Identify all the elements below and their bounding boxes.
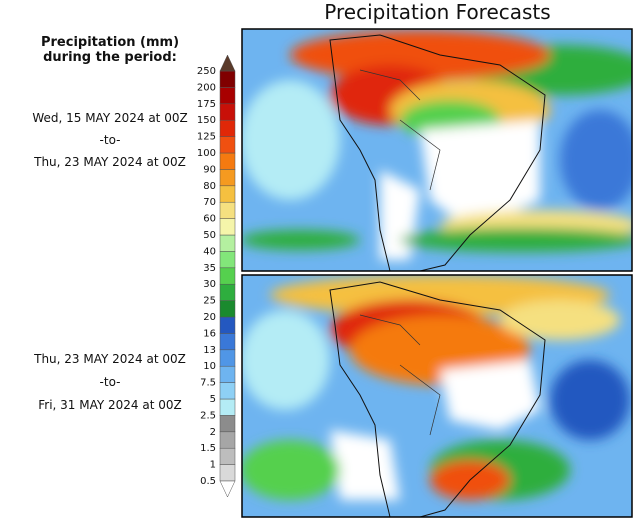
colorbar-label: 60 — [203, 214, 216, 225]
period-sep: -to- — [99, 375, 121, 389]
map-panel — [242, 29, 632, 271]
colorbar-label: 1 — [210, 460, 216, 471]
colorbar-label: 2.5 — [200, 410, 216, 421]
map-panel — [242, 275, 632, 517]
colorbar-segment — [219, 251, 236, 269]
colorbar-segment — [219, 87, 236, 105]
colorbar-label: 100 — [197, 148, 216, 159]
colorbar-label: 150 — [197, 115, 216, 126]
colorbar-label: 20 — [203, 312, 216, 323]
period-start: Thu, 23 MAY 2024 at 00Z — [34, 352, 186, 366]
colorbar-label: 40 — [203, 246, 216, 257]
colorbar-segment — [219, 185, 236, 203]
colorbar-label: 200 — [197, 82, 216, 93]
legend-title: Precipitation (mm) — [40, 35, 180, 50]
colorbar-segment — [219, 333, 236, 351]
colorbar-segment — [219, 415, 236, 433]
colorbar-segment — [219, 267, 236, 285]
title: Precipitation Forecasts — [324, 0, 551, 24]
colorbar-label: 7.5 — [200, 378, 216, 389]
colorbar-segment — [219, 349, 236, 367]
colorbar-over — [219, 54, 236, 72]
colorbar-label: 35 — [203, 263, 216, 274]
colorbar-segment — [219, 103, 236, 121]
colorbar-segment — [219, 70, 236, 88]
colorbar-label: 125 — [197, 132, 216, 143]
period-end: Thu, 23 MAY 2024 at 00Z — [34, 155, 186, 169]
colorbar-label: 30 — [203, 279, 216, 290]
colorbar-label: 16 — [203, 328, 216, 339]
colorbar-label: 5 — [210, 394, 216, 405]
colorbar-label: 90 — [203, 164, 216, 175]
colorbar-label: 175 — [197, 99, 216, 110]
colorbar-label: 13 — [203, 345, 216, 356]
colorbar-label: 1.5 — [200, 443, 216, 454]
colorbar-label: 25 — [203, 296, 216, 307]
colorbar-segment — [219, 447, 236, 465]
colorbar-segment — [219, 382, 236, 400]
colorbar-segment — [219, 431, 236, 449]
colorbar-segment — [219, 316, 236, 334]
colorbar-label: 50 — [203, 230, 216, 241]
colorbar-segment — [219, 365, 236, 383]
colorbar-segment — [219, 201, 236, 219]
colorbar-segment — [219, 300, 236, 318]
period-start: Wed, 15 MAY 2024 at 00Z — [32, 111, 188, 125]
colorbar-segment — [219, 398, 236, 416]
colorbar-segment — [219, 234, 236, 252]
colorbar-segment — [219, 464, 236, 482]
period-end: Fri, 31 MAY 2024 at 00Z — [38, 398, 182, 412]
colorbar-label: 0.5 — [200, 476, 216, 487]
colorbar-segment — [219, 136, 236, 154]
colorbar-label: 250 — [197, 66, 216, 77]
colorbar-under — [219, 480, 236, 498]
colorbar-segment — [219, 119, 236, 137]
colorbar-segment — [219, 169, 236, 187]
colorbar-label: 2 — [210, 427, 216, 438]
colorbar: 0.5 1 1.5 2 2.5 5 7.5 10 13 16 20 25 30 35 40 50 60 70 80 9… — [197, 54, 236, 498]
colorbar-segment — [219, 152, 236, 170]
colorbar-label: 10 — [203, 361, 216, 372]
legend-title: during the period: — [43, 50, 177, 65]
colorbar-segment — [219, 283, 236, 301]
colorbar-segment — [219, 218, 236, 236]
colorbar-label: 70 — [203, 197, 216, 208]
period-sep: -to- — [99, 133, 121, 147]
colorbar-label: 80 — [203, 181, 216, 192]
